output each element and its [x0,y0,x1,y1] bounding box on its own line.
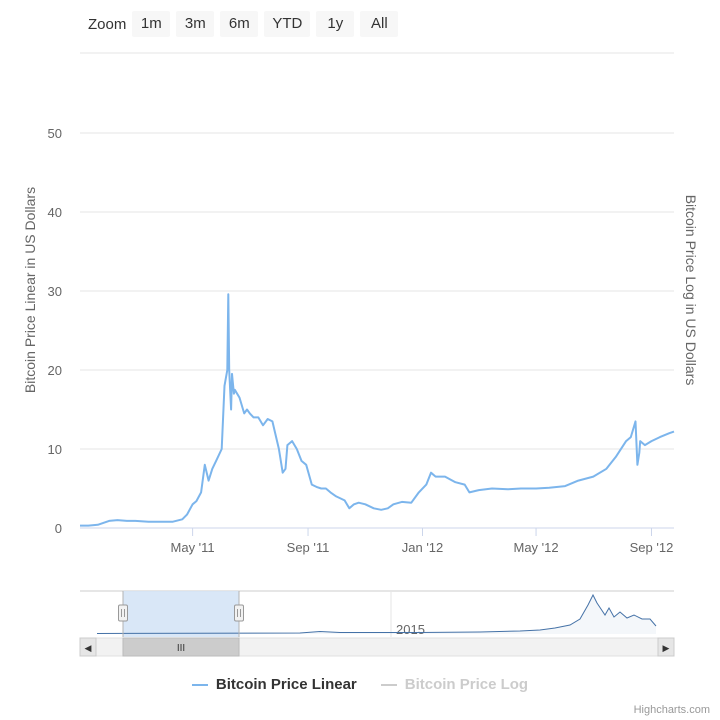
navigator-series-line [96,593,657,634]
legend-label-log: Bitcoin Price Log [404,676,529,693]
navigator-right-handle[interactable] [234,604,244,622]
scrollbar-thumb[interactable] [122,637,240,657]
x-tick-label: May '12 [513,540,558,555]
y-tick-label: 10 [48,442,62,457]
x-tick-label: May '11 [171,540,215,555]
range-selector: Zoom 1m 3m 6m YTD 1y All [88,11,404,37]
zoom-6m-button[interactable]: 6m [220,11,259,37]
scrollbar-left-button[interactable] [79,637,97,657]
zoom-label: Zoom [88,15,127,33]
x-tick-label: Jan '12 [402,540,444,555]
zoom-1m-button[interactable]: 1m [132,11,171,37]
scrollbar-grip-icon: III [177,643,185,654]
scrollbar-right-button[interactable] [657,637,675,657]
navigator-year-label: 2015 [396,622,425,637]
navigator-series-area [97,595,656,634]
credits-link[interactable]: Highcharts.com [633,704,710,716]
zoom-ytd-button[interactable]: YTD [264,11,311,37]
zoom-3m-button[interactable]: 3m [176,11,215,37]
handle-body[interactable] [234,604,244,622]
navigator[interactable]: 2015 [80,590,674,637]
y-tick-label: 20 [48,363,62,378]
y-axis-title-right: Bitcoin Price Log in US Dollars [683,195,699,386]
scroll-left-arrow-icon: ◀ [85,643,92,653]
handle-body[interactable] [118,604,128,622]
scrollbar[interactable]: ◀ ▶ III [79,637,675,657]
y-tick-label: 50 [48,126,62,141]
zoom-1y-button[interactable]: 1y [316,11,355,37]
legend-swatch-log [380,683,397,686]
legend-swatch-linear [191,683,208,686]
scroll-right-arrow-icon: ▶ [663,643,670,653]
y-tick-label: 0 [55,521,62,536]
zoom-all-button[interactable]: All [360,11,399,37]
navigator-left-handle[interactable] [118,604,128,622]
x-axis-ticks: May '11 Sep '11 Jan '12 May '12 Sep '12 [171,528,674,555]
series-line-bitcoin-linear[interactable] [80,293,675,527]
legend-item-bitcoin-log[interactable]: Bitcoin Price Log [380,676,529,693]
y-axis-title-left: Bitcoin Price Linear in US Dollars [22,187,38,393]
navigator-selected-range[interactable] [123,591,239,637]
legend: Bitcoin Price Linear Bitcoin Price Log [0,676,720,693]
legend-item-bitcoin-linear[interactable]: Bitcoin Price Linear [191,676,357,693]
x-tick-label: Sep '11 [287,540,330,555]
y-tick-label: 30 [48,284,62,299]
x-tick-label: Sep '12 [630,540,674,555]
y-axis-ticks: 0 10 20 30 40 50 [48,126,62,536]
y-tick-label: 40 [48,205,62,220]
grid-lines [80,52,674,529]
legend-label-linear: Bitcoin Price Linear [215,676,357,693]
chart-svg: 0 10 20 30 40 50 May '11 Sep '11 Jan '12 May '12… [22,52,699,657]
